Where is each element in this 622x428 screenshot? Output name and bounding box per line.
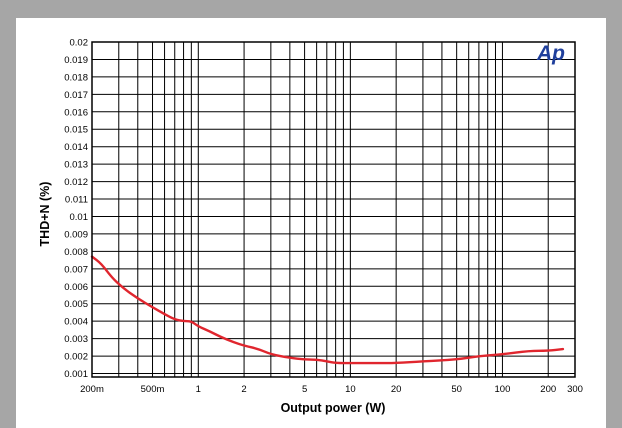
y-tick-label: 0.007 [64, 264, 88, 275]
y-tick-label: 0.005 [64, 299, 88, 310]
y-tick-label: 0.013 [64, 160, 88, 171]
x-tick-label: 5 [302, 384, 307, 395]
x-tick-label: 200 [540, 384, 556, 395]
x-tick-label: 300 [567, 384, 583, 395]
x-tick-label: 50 [451, 384, 462, 395]
y-axis-label: THD+N (%) [38, 182, 52, 247]
y-tick-label: 0.003 [64, 334, 88, 345]
y-tick-label: 0.009 [64, 229, 88, 240]
y-tick-label: 0.004 [64, 317, 88, 328]
x-tick-labels: 200m 500m 1 2 5 10 20 50 100 200 300 [80, 384, 583, 395]
plot-border [91, 41, 576, 378]
x-tick-label: 20 [391, 384, 402, 395]
y-tick-label: 0.01 [70, 212, 89, 223]
y-tick-label: 0.008 [64, 247, 88, 258]
y-tick-label: 0.012 [64, 177, 88, 188]
y-tick-label: 0.006 [64, 282, 88, 293]
series-layer [90, 255, 565, 365]
y-tick-label: 0.016 [64, 107, 88, 118]
x-tick-label: 100 [495, 384, 511, 395]
x-tick-label: 1 [196, 384, 201, 395]
x-tick-label: 500m [141, 384, 165, 395]
ap-logo: Ap [536, 42, 565, 65]
y-tick-label: 0.011 [65, 195, 88, 206]
series-line [90, 255, 565, 365]
x-axis-label: Output power (W) [281, 401, 386, 415]
y-tick-labels: 0.001 0.002 0.003 0.004 0.005 0.006 0.007 0.008… [64, 38, 88, 381]
x-tick-label: 200m [80, 384, 104, 395]
x-tick-label: 10 [345, 384, 356, 395]
y-tick-label: 0.014 [64, 142, 88, 153]
x-tick-label: 2 [241, 384, 246, 395]
y-tick-label: 0.02 [70, 38, 89, 49]
y-tick-label: 0.019 [64, 55, 88, 66]
y-tick-label: 0.018 [64, 72, 88, 83]
y-tick-label: 0.002 [64, 352, 88, 363]
y-tick-label: 0.001 [64, 369, 88, 380]
y-tick-label: 0.015 [64, 125, 88, 136]
y-tick-label: 0.017 [64, 90, 88, 101]
grid [91, 41, 576, 377]
